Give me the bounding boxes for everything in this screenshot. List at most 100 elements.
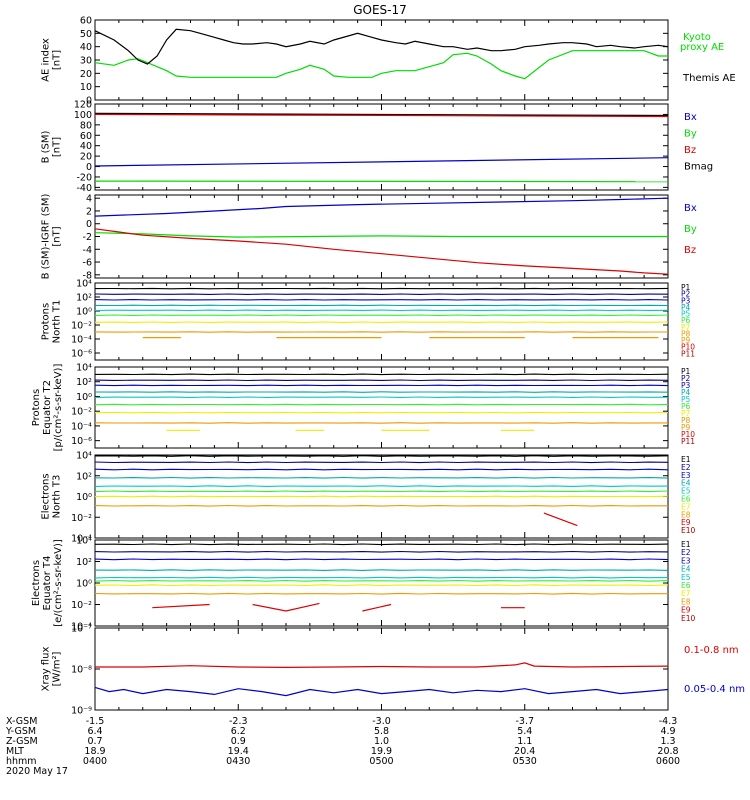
legend-entry: P11 (681, 437, 695, 446)
y-tick-label: -8 (83, 270, 92, 281)
x-axis-value: 19.9 (371, 746, 392, 757)
legend-entry: Kyoto (683, 32, 711, 43)
legend-entry: E1 (681, 540, 691, 549)
y-tick-label: 10⁰ (76, 579, 92, 590)
series-group (94, 455, 669, 527)
date-label: 2020 May 17 (6, 766, 68, 777)
x-axis-value: 20.8 (657, 746, 678, 757)
legend: Bx By Bz Bmag (684, 112, 713, 173)
y-tick-label: 20 (80, 69, 92, 80)
y-tick-label: 10⁻⁶ (71, 436, 92, 447)
series-bx (94, 157, 669, 167)
y-tick-label: 40 (80, 141, 92, 152)
series-channel-8 (94, 422, 668, 424)
series-group (94, 662, 669, 697)
legend-entry: E6 (681, 581, 691, 590)
x-axis-value: 18.9 (84, 746, 105, 757)
x-axis-value: 0400 (83, 756, 107, 767)
series-group (94, 112, 669, 183)
series-bz (94, 228, 669, 275)
series-bz (94, 113, 669, 118)
legend-entry: E10 (681, 614, 696, 623)
y-tick-label: 10⁻⁴ (71, 622, 92, 633)
series-channel-6 (94, 579, 669, 582)
x-axis-row-label: X-GSM (6, 716, 37, 727)
series-e9-segment (152, 603, 210, 609)
legend-entry: Bz (684, 245, 696, 256)
legend: Bx By Bz (684, 203, 697, 256)
y-tick-label: 10⁰ (76, 307, 92, 318)
y-tick-label: 10⁻⁷ (71, 624, 92, 635)
x-axis-value: 0500 (369, 756, 393, 767)
legend-entry: E8 (681, 597, 691, 606)
panel-pequator: 10⁻⁶ 10⁻⁴ 10⁻² 10⁰ 10² 10⁴ Protons Equator T2 [p… (31, 363, 695, 452)
legend-entry: P7 (681, 323, 691, 332)
panel-bigrf: -8-6 -4 -2 0 24 B (SM)-IGRF (SM) [nT] Bx By Bz (41, 194, 697, 282)
series-e9-segment (362, 603, 392, 612)
y-tick-label: 10⁴ (76, 363, 92, 374)
y-tick-label: 10² (76, 471, 92, 482)
y-axis-label: Electrons (41, 473, 52, 519)
y-tick-label: 80 (80, 120, 92, 131)
y-tick-label: 60 (80, 131, 92, 142)
legend-entry: E9 (681, 606, 691, 615)
x-axis-value: 6.2 (231, 726, 246, 737)
legend-entry: E4 (681, 565, 691, 574)
y-axis-label: B (SM) (41, 130, 52, 163)
series-channel-6 (94, 403, 669, 406)
series-long (95, 662, 669, 669)
legend-entry: P1 (681, 367, 691, 376)
y-tick-label: 4 (86, 194, 92, 205)
y-tick-label: 10² (76, 377, 92, 388)
legend-entry: P4 (681, 388, 691, 397)
series-channel-6 (94, 490, 669, 493)
legend-entry: P8 (681, 329, 691, 338)
x-axis-row-label: Y-GSM (5, 726, 36, 737)
legend-entry: P3 (681, 381, 691, 390)
y-tick-label: 10⁻⁹ (71, 706, 92, 717)
legend-entry: P6 (681, 402, 691, 411)
x-axis-value: 5.4 (517, 726, 532, 737)
y-axis-label: AE index (41, 38, 52, 82)
legend-entry: P10 (681, 343, 695, 352)
y-axis-label: Xray flux (41, 647, 52, 692)
x-axis-block: X-GSM -1.5 -2.3 -3.0 -3.7 -4.3 Y-GSM 6.4 6.2 5.8 5… (5, 716, 680, 777)
legend-entry: E5 (681, 487, 691, 496)
y-tick-label: 0 (86, 219, 92, 230)
y-tick-label: -40 (76, 183, 92, 194)
legend-entry: P5 (681, 395, 691, 404)
legend-entry: Bz (684, 145, 696, 156)
series-channel-7 (94, 411, 669, 414)
y-tick-label: 0 (86, 162, 92, 173)
legend-entry: P2 (681, 290, 691, 299)
series-channel-5 (94, 576, 669, 579)
y-tick-label: 10² (76, 557, 92, 568)
legend-entry: E6 (681, 495, 691, 504)
legend-entry: P9 (681, 336, 691, 345)
panel-frame (94, 627, 669, 711)
x-axis-value: 0530 (513, 756, 537, 767)
x-axis-value: -3.0 (372, 716, 391, 727)
legend-entry: P3 (681, 296, 691, 305)
x-axis-value: 19.4 (228, 746, 249, 757)
x-axis-value: 5.8 (374, 726, 389, 737)
panel-frame (94, 366, 669, 449)
series-by (94, 180, 669, 183)
y-tick-label: 10⁴ (76, 451, 92, 462)
panel-xray: 10⁻⁹ 10⁻⁸ 10⁻⁷ Xray flux [W/m²] 0.1-0.8 nm 0.0… (41, 624, 746, 717)
legend-entry: P2 (681, 374, 691, 383)
x-axis-value: -3.7 (515, 716, 534, 727)
panel-frame (94, 103, 669, 191)
x-axis-row-label: MLT (6, 746, 24, 757)
series-themis-ae (94, 28, 669, 65)
legend-entry: E8 (681, 510, 691, 519)
series-channel-7 (94, 495, 669, 498)
series-channel-2 (94, 379, 669, 382)
legend-entry: E4 (681, 479, 691, 488)
y-tick-label: -2 (83, 232, 92, 243)
x-axis-value: 1.0 (374, 736, 389, 747)
series-group (94, 197, 669, 275)
